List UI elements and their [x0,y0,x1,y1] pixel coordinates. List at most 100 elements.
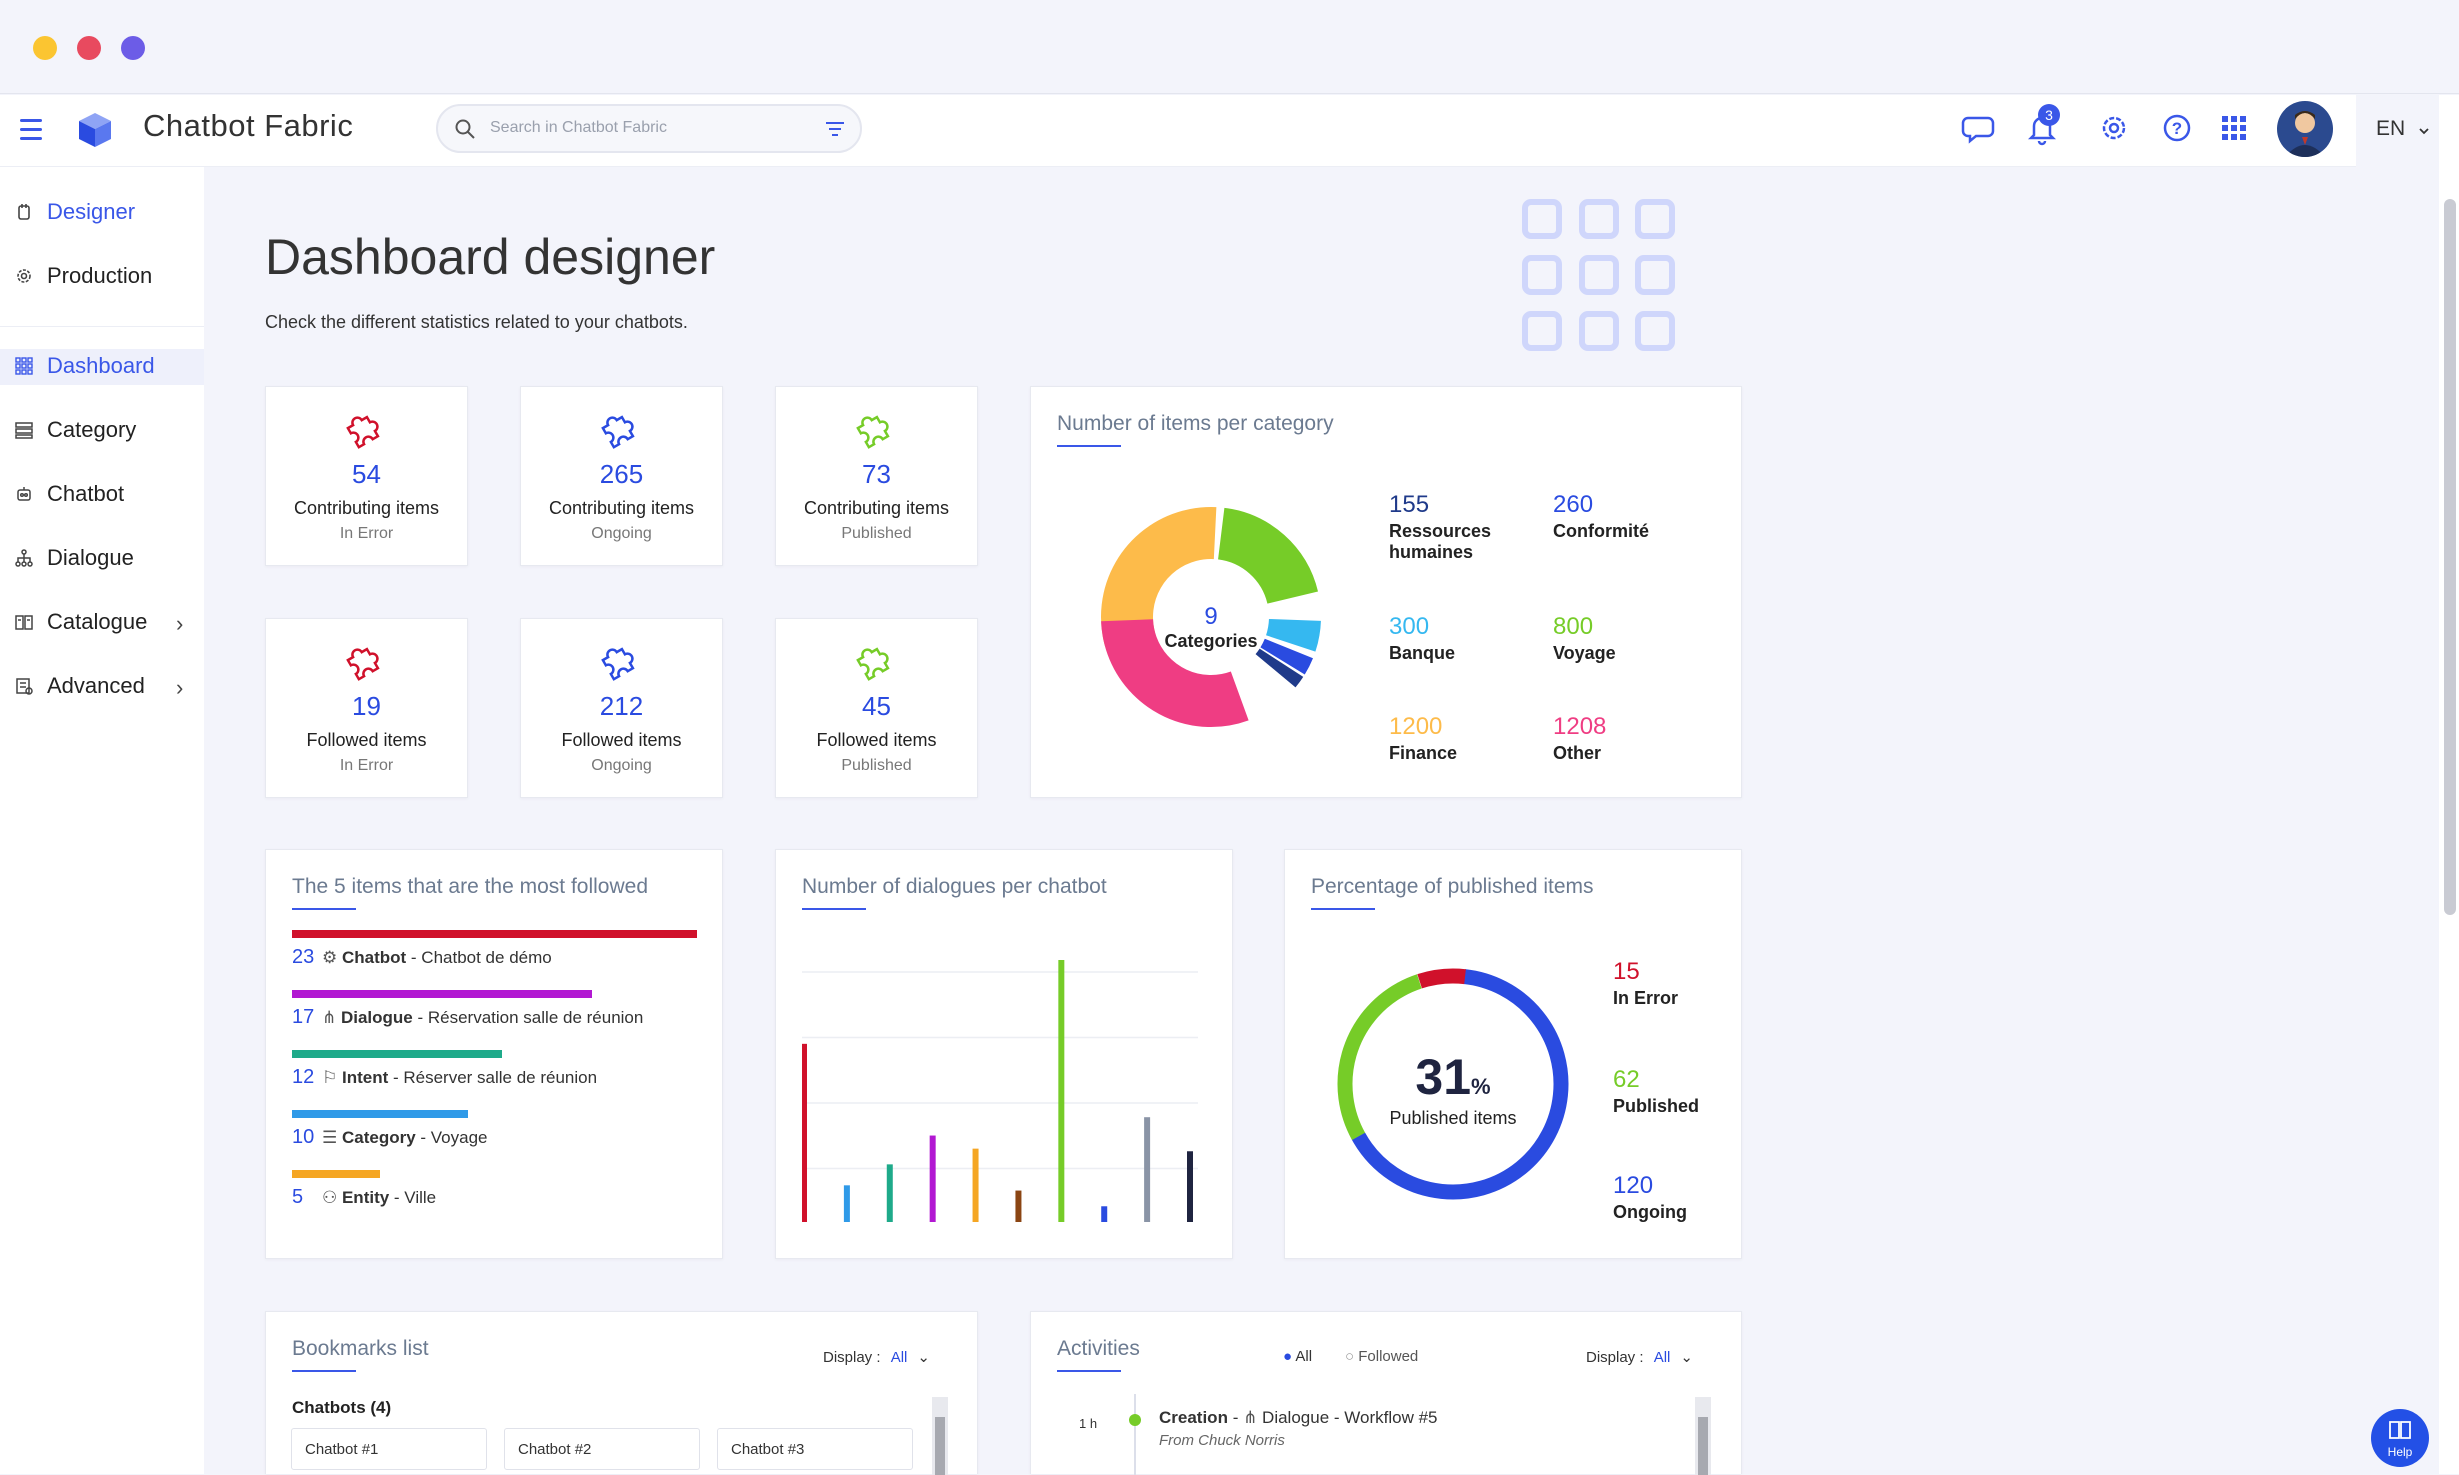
window-maximize-dot[interactable] [121,36,145,60]
title-underline [1057,445,1121,447]
display-value: All [1653,1349,1671,1366]
percent-value: 31% [1353,1048,1553,1106]
bookmark-chip[interactable]: Chatbot #2 [504,1428,700,1470]
card-title: Number of items per category [1057,412,1334,435]
page-scrollbar-thumb[interactable] [2444,199,2456,915]
stat-value: 265 [599,459,644,489]
filter-icon[interactable] [824,119,846,139]
list-item[interactable]: 23 ⚙ Chatbot - Chatbot de démo [292,946,552,969]
window-close-dot[interactable] [77,36,101,60]
scrollbar[interactable] [932,1397,948,1475]
bookmark-chip[interactable]: Chatbot #1 [291,1428,487,1470]
chart-bar[interactable] [1144,1117,1151,1222]
display-filter[interactable]: Display : All ⌄ [1586,1348,1693,1366]
follow-bar [292,1050,502,1058]
settings-icon[interactable] [2094,108,2134,148]
stat-card[interactable]: 265 Contributing items Ongoing [520,386,723,566]
item-name: - Voyage [415,1128,488,1147]
percent-sign: % [1471,1074,1491,1099]
sidebar-item-catalogue[interactable]: Catalogue › [0,605,204,641]
legend-label: Ressources humaines [1389,521,1492,562]
book-icon [15,615,33,630]
filter-all-radio[interactable]: ● All [1283,1348,1312,1365]
chart-bar[interactable] [929,1135,936,1222]
sidebar-item-designer[interactable]: Designer [0,195,204,231]
avatar[interactable] [2277,101,2333,157]
sidebar-item-category[interactable]: Category [0,413,204,449]
sidebar-item-label: Advanced [47,673,145,698]
follow-count: 10 [292,1126,315,1148]
item-type: Dialogue [340,1008,413,1027]
published-card: Percentage of published items 31% Publis… [1284,849,1742,1259]
stat-label: Contributing items [803,498,950,518]
follow-count: 12 [292,1066,315,1088]
puzzle-icon [856,647,890,681]
chevron-down-icon [2419,128,2429,135]
legend-label: In Error [1613,988,1679,1008]
timeline-dot [1129,1414,1141,1426]
item-type: Category [341,1128,416,1147]
list-item[interactable]: 12 ⚐ Intent - Réserver salle de réunion [292,1066,597,1089]
follow-count: 5 [292,1186,304,1208]
search-input[interactable]: Search in Chatbot Fabric [436,104,862,153]
list-item[interactable]: 10 ☰ Category - Voyage [292,1126,487,1149]
list-item[interactable]: 5 ⚇ Entity - Ville [292,1186,436,1209]
scrollbar-thumb[interactable] [935,1417,945,1475]
search-placeholder: Search in Chatbot Fabric [490,119,667,136]
filter-followed-radio[interactable]: ○ Followed [1345,1348,1418,1365]
title-underline [802,908,866,910]
menu-icon[interactable] [0,95,60,167]
stat-card[interactable]: 45 Followed items Published [775,618,978,798]
stat-card[interactable]: 73 Contributing items Published [775,386,978,566]
sidebar-item-advanced[interactable]: Advanced › [0,669,204,705]
chart-bar[interactable] [972,1148,979,1222]
chart-bar[interactable] [1015,1190,1022,1222]
chart-bar[interactable] [1187,1151,1193,1222]
chevron-right-icon: › [176,675,184,700]
dialogues-chart-card: Number of dialogues per chatbot [775,849,1233,1259]
display-value: All [890,1349,908,1366]
display-label: Display : [823,1349,881,1366]
chart-bar[interactable] [1058,960,1065,1222]
legend-value: 62 [1613,1066,1640,1093]
puzzle-icon [856,415,890,449]
sidebar-item-dashboard[interactable]: Dashboard [0,349,204,385]
list-item[interactable]: 17 ⋔ Dialogue - Réservation salle de réun… [292,1006,643,1029]
help-circle-icon[interactable]: ? [2157,108,2197,148]
chart-bar[interactable] [802,1043,807,1222]
chart-bar[interactable] [886,1164,893,1222]
title-underline [1311,908,1375,910]
chat-icon[interactable] [1960,108,2000,148]
scrollbar[interactable] [1695,1397,1711,1475]
activity-entry[interactable]: Creation - ⋔ Dialogue - Workflow #5 [1159,1408,1437,1428]
chart-bar[interactable] [843,1185,850,1222]
dashboard-illustration-icon [1522,199,1675,351]
chevron-right-icon: › [176,611,184,636]
stat-card[interactable]: 212 Followed items Ongoing [520,618,723,798]
bookmark-chip[interactable]: Chatbot #3 [717,1428,913,1470]
sidebar-item-chatbot[interactable]: Chatbot [0,477,204,513]
sidebar-item-label: Production [47,263,153,288]
page-scrollbar[interactable] [2439,95,2459,1474]
help-button[interactable]: Help [2371,1409,2429,1467]
sidebar-item-label: Dashboard [47,353,155,378]
chart-bar[interactable] [1101,1206,1108,1222]
stat-label: Followed items [561,730,682,750]
stat-card[interactable]: 19 Followed items In Error [265,618,468,798]
robot-icon [17,487,31,501]
sidebar-item-production[interactable]: Production [0,259,204,295]
legend-label: Voyage [1553,643,1616,663]
donut-center-label: Categories [1164,631,1258,651]
apps-grid-icon[interactable] [2214,108,2254,148]
scrollbar-thumb[interactable] [1698,1417,1708,1475]
window-minimize-dot[interactable] [33,36,57,60]
notification-badge: 3 [2038,104,2060,126]
card-title: The 5 items that are the most followed [292,875,649,898]
legend-value: 300 [1389,613,1430,640]
chevron-down-icon: ⌄ [917,1349,930,1366]
stat-card[interactable]: 54 Contributing items In Error [265,386,468,566]
help-label: Help [2387,1445,2413,1459]
sidebar-item-dialogue[interactable]: Dialogue [0,541,204,577]
legend-label: Banque [1389,643,1456,663]
display-filter[interactable]: Display : All ⌄ [823,1348,930,1366]
